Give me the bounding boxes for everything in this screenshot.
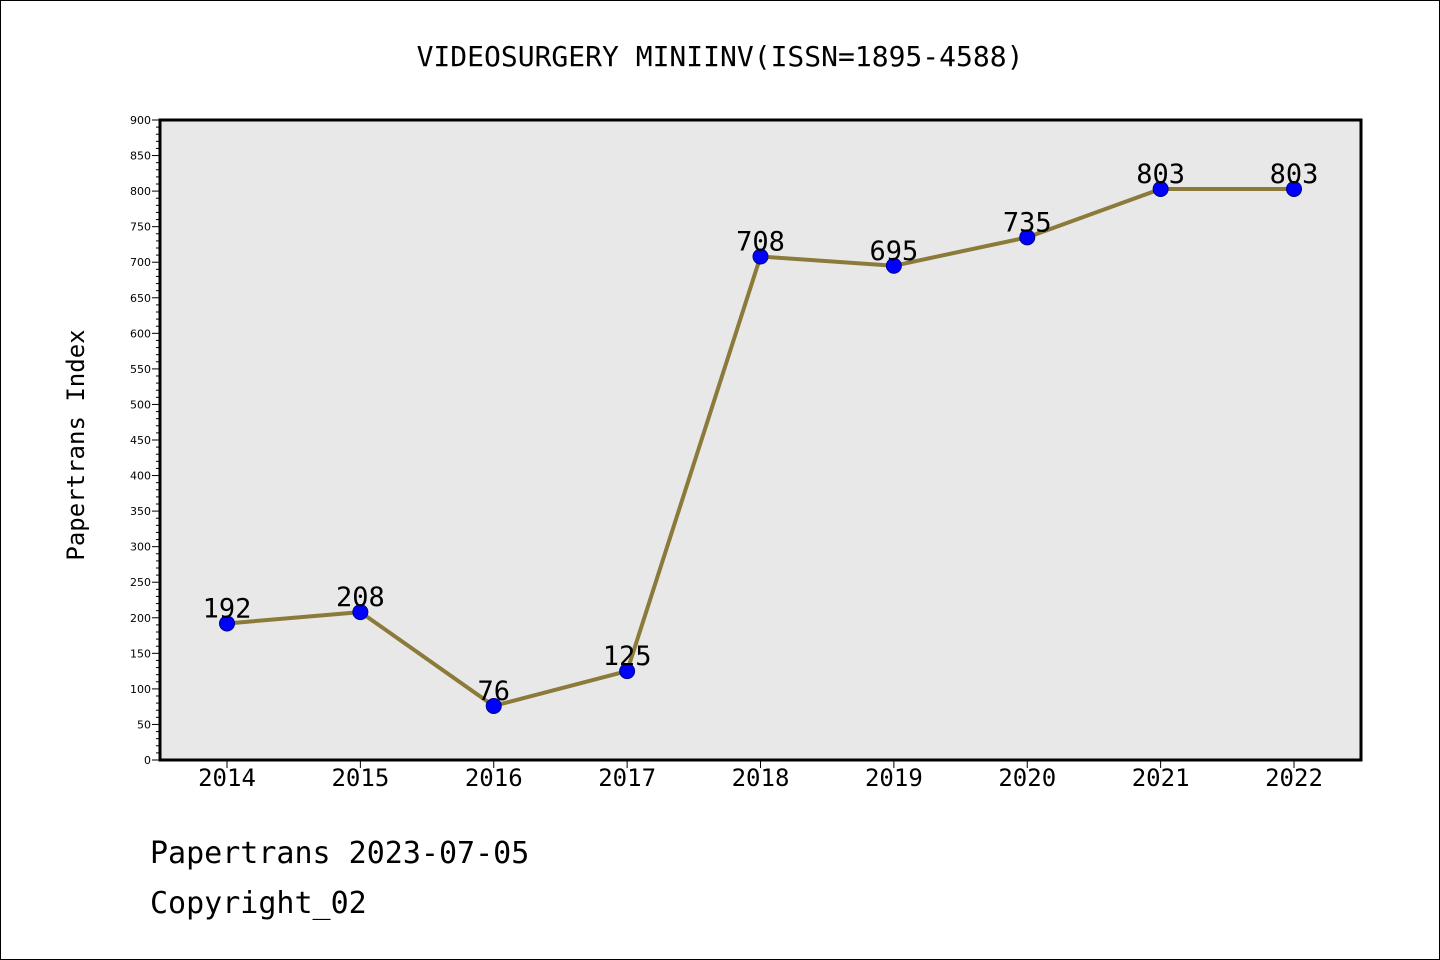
y-tick-label: 100 [130,683,151,696]
data-point [485,697,502,714]
y-tick-label: 800 [130,185,151,198]
x-tick-label: 2015 [331,764,389,792]
data-label: 708 [736,227,785,258]
y-tick-label: 850 [130,150,151,163]
y-tick-label: 300 [130,541,151,554]
y-tick-label: 600 [130,327,151,340]
x-tick-label: 2016 [465,764,523,792]
x-tick-label: 2022 [1265,764,1323,792]
y-tick-label: 400 [130,470,151,483]
data-label: 76 [477,676,510,707]
y-tick-label: 150 [130,647,151,660]
plot-border [158,118,1363,762]
y-tick-label: 550 [130,363,151,376]
y-tick-label: 650 [130,292,151,305]
data-label: 695 [869,236,918,267]
y-axis-label: Papertrans Index [62,329,90,560]
data-point [1019,229,1036,246]
y-tick-label: 450 [130,434,151,447]
y-axis: 0 50 100 150 200 250 300 350 400 450 500 550 600 650 7… [130,114,160,767]
y-tick-label: 200 [130,612,151,625]
data-label: 125 [603,641,652,672]
y-tick-label: 750 [130,221,151,234]
data-point [352,604,369,621]
y-tick-label: 250 [130,576,151,589]
data-point [885,257,902,274]
plot-area [160,120,1361,760]
data-label: 208 [336,582,385,613]
x-axis: 2014 2015 2016 2017 2018 2019 2020 2021 2022 [198,760,1323,792]
x-tick-label: 2021 [1132,764,1190,792]
footer-date: Papertrans 2023-07-05 [150,836,530,871]
y-tick-label: 500 [130,398,151,411]
data-label: 192 [203,593,252,624]
x-tick-label: 2018 [732,764,790,792]
data-point [219,615,235,632]
footer-copyright: Copyright_02 [150,886,367,921]
y-tick-label: 700 [130,256,151,269]
y-tick-label: 900 [130,114,151,127]
y-tick-label: 50 [137,718,151,731]
data-points [219,180,1302,714]
y-tick-label: 0 [144,754,151,767]
y-tick-label: 350 [130,505,151,518]
x-tick-label: 2019 [865,764,923,792]
data-point [1286,180,1302,197]
x-tick-label: 2020 [998,764,1056,792]
x-tick-label: 2014 [198,764,256,792]
x-tick-label: 2017 [598,764,656,792]
data-label: 803 [1270,159,1319,190]
data-label: 803 [1136,159,1185,190]
data-point [1152,180,1169,197]
data-point [619,663,636,680]
chart-title: VIDEOSURGERY MINIINV(ISSN=1895-4588) [417,40,1024,73]
data-point [752,248,769,265]
data-label: 735 [1003,207,1052,238]
data-labels: 192 208 76 125 708 695 735 803 803 [203,159,1319,707]
